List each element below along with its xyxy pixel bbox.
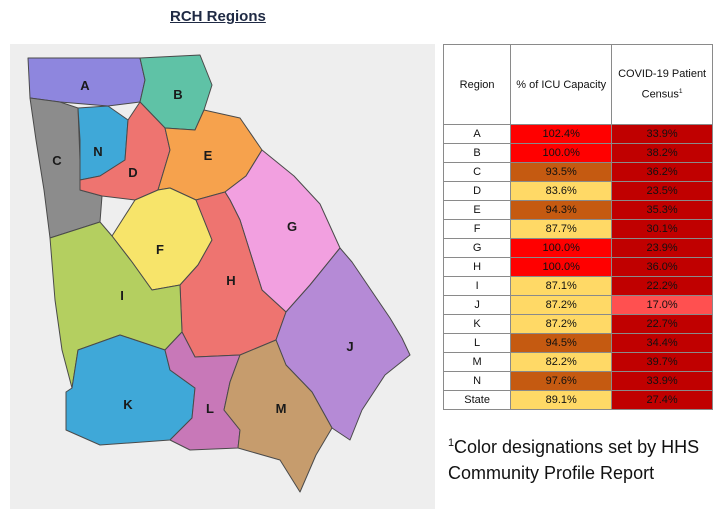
footnote-mark: 1 [448, 437, 455, 449]
map-title: RCH Regions [170, 8, 266, 25]
region-cell: L [442, 333, 512, 353]
map-region-label-b: B [173, 87, 182, 102]
icu-capacity-cell: 83.6% [510, 181, 613, 201]
icu-capacity-cell: 82.2% [510, 352, 613, 372]
region-cell: D [442, 181, 512, 201]
table-row: B 100.0% 38.2% [442, 143, 713, 163]
map-region-label-k: K [123, 397, 133, 412]
table-row: K 87.2% 22.7% [442, 314, 713, 334]
patient-census-cell: 36.2% [611, 162, 713, 182]
region-cell: B [442, 143, 512, 163]
table-row: J 87.2% 17.0% [442, 295, 713, 315]
patient-census-cell: 35.3% [611, 200, 713, 220]
table-row: F 87.7% 30.1% [442, 219, 713, 239]
icu-capacity-cell: 93.5% [510, 162, 613, 182]
patient-census-cell: 34.4% [611, 333, 713, 353]
region-cell: E [442, 200, 512, 220]
patient-census-cell: 38.2% [611, 143, 713, 163]
patient-census-cell: 33.9% [611, 371, 713, 391]
patient-census-cell: 23.9% [611, 238, 713, 258]
header-region: Region [442, 44, 512, 125]
region-cell: H [442, 257, 512, 277]
region-cell: F [442, 219, 512, 239]
icu-capacity-cell: 94.3% [510, 200, 613, 220]
map-region-label-h: H [226, 273, 235, 288]
map-region-label-n: N [93, 144, 102, 159]
patient-census-cell: 33.9% [611, 124, 713, 144]
region-cell: N [442, 371, 512, 391]
region-cell: I [442, 276, 512, 296]
table-row: N 97.6% 33.9% [442, 371, 713, 391]
icu-capacity-cell: 100.0% [510, 143, 613, 163]
icu-capacity-cell: 102.4% [510, 124, 613, 144]
map-region-label-d: D [128, 165, 137, 180]
header-icu-capacity: % of ICU Capacity [510, 44, 613, 125]
icu-capacity-cell: 100.0% [510, 257, 613, 277]
map-region-label-a: A [80, 78, 90, 93]
table-row: M 82.2% 39.7% [442, 352, 713, 372]
patient-census-cell: 27.4% [611, 390, 713, 410]
header-patient-census: COVID-19 Patient Census1 [611, 44, 713, 125]
table-row: H 100.0% 36.0% [442, 257, 713, 277]
icu-capacity-cell: 87.2% [510, 295, 613, 315]
icu-capacity-table: Region % of ICU Capacity COVID-19 Patien… [442, 44, 713, 410]
map-region-d [79, 101, 171, 201]
icu-capacity-cell: 94.5% [510, 333, 613, 353]
table-row: D 83.6% 23.5% [442, 181, 713, 201]
region-cell: State [442, 390, 512, 410]
table-header-row: Region % of ICU Capacity COVID-19 Patien… [442, 44, 713, 125]
icu-capacity-cell: 87.7% [510, 219, 613, 239]
map-region-label-g: G [287, 219, 297, 234]
patient-census-cell: 30.1% [611, 219, 713, 239]
header-census-label: COVID-19 Patient Census [618, 68, 707, 101]
color-footnote: 1Color designations set by HHS Community… [448, 430, 708, 486]
map-region-label-j: J [346, 339, 353, 354]
map-region-label-m: M [276, 401, 287, 416]
patient-census-cell: 39.7% [611, 352, 713, 372]
patient-census-cell: 23.5% [611, 181, 713, 201]
region-cell: J [442, 295, 512, 315]
map-region-label-c: C [52, 153, 62, 168]
region-cell: M [442, 352, 512, 372]
header-census-footnote-mark: 1 [678, 88, 683, 96]
icu-capacity-cell: 87.1% [510, 276, 613, 296]
map-region-j [275, 247, 411, 441]
region-cell: C [442, 162, 512, 182]
icu-capacity-cell: 87.2% [510, 314, 613, 334]
map-region-m [223, 339, 333, 493]
icu-capacity-cell: 97.6% [510, 371, 613, 391]
patient-census-cell: 22.2% [611, 276, 713, 296]
table-row: C 93.5% 36.2% [442, 162, 713, 182]
icu-capacity-cell: 89.1% [510, 390, 613, 410]
table-row: G 100.0% 23.9% [442, 238, 713, 258]
patient-census-cell: 17.0% [611, 295, 713, 315]
table-row: State 89.1% 27.4% [442, 390, 713, 410]
map-region-label-e: E [204, 148, 213, 163]
table-row: A 102.4% 33.9% [442, 124, 713, 144]
region-cell: G [442, 238, 512, 258]
map-region-label-f: F [156, 242, 164, 257]
icu-capacity-cell: 100.0% [510, 238, 613, 258]
region-cell: K [442, 314, 512, 334]
footnote-text: Color designations set by HHS Community … [448, 437, 700, 483]
table-row: I 87.1% 22.2% [442, 276, 713, 296]
patient-census-cell: 36.0% [611, 257, 713, 277]
table-row: L 94.5% 34.4% [442, 333, 713, 353]
region-cell: A [442, 124, 512, 144]
map-region-label-l: L [206, 401, 214, 416]
patient-census-cell: 22.7% [611, 314, 713, 334]
table-row: E 94.3% 35.3% [442, 200, 713, 220]
map-region-label-i: I [120, 288, 124, 303]
